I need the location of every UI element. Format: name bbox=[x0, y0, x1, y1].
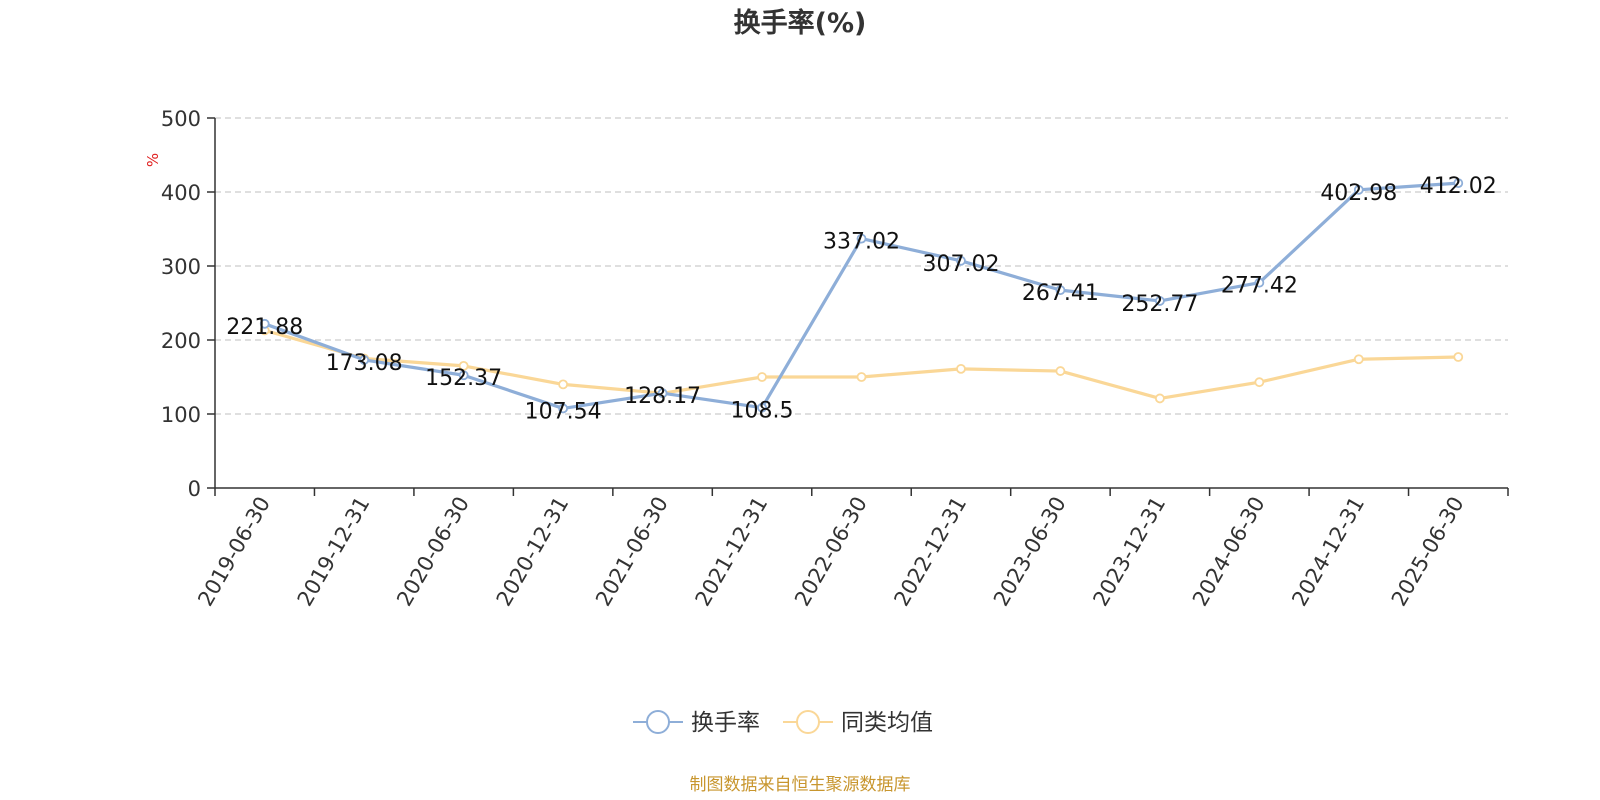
data-point bbox=[259, 318, 270, 329]
data-point bbox=[1154, 296, 1165, 306]
y-ticks: 0 100 200 300 400 500 bbox=[161, 107, 215, 501]
x-tick-label: 2022-06-30 bbox=[790, 493, 872, 611]
data-point bbox=[558, 379, 569, 390]
data-point bbox=[1254, 277, 1265, 288]
axes bbox=[214, 118, 1508, 489]
data-label: 267.41 bbox=[1022, 281, 1099, 306]
y-tick-label: 300 bbox=[161, 255, 201, 279]
data-point bbox=[657, 388, 668, 399]
x-tick-label: 2023-06-30 bbox=[989, 493, 1071, 611]
source-note: 制图数据来自恒生聚源数据库 bbox=[690, 775, 911, 795]
data-label: 252.77 bbox=[1121, 292, 1198, 317]
x-tick-label: 2024-06-30 bbox=[1188, 493, 1270, 611]
data-point bbox=[1453, 178, 1464, 189]
data-point bbox=[1055, 366, 1066, 376]
data-label: 402.98 bbox=[1320, 181, 1397, 206]
data-label: 221.88 bbox=[226, 315, 303, 340]
data-point bbox=[956, 255, 966, 266]
legend-item-换手率[interactable]: 换手率 bbox=[633, 710, 760, 736]
chart-title: 换手率(%) bbox=[734, 7, 867, 39]
x-tick-label: 2023-12-31 bbox=[1088, 493, 1170, 611]
legend-item-同类均值[interactable]: 同类均值 bbox=[783, 710, 933, 736]
data-point bbox=[1453, 352, 1464, 362]
data-point bbox=[757, 402, 767, 413]
data-labels: 221.88 173.08 152.37 107.54 128.17 108.5 337.0… bbox=[226, 174, 1497, 424]
data-point bbox=[956, 363, 966, 374]
data-point bbox=[1154, 393, 1165, 404]
x-tick-label: 2020-12-31 bbox=[492, 493, 574, 611]
x-tick-label: 2019-12-31 bbox=[293, 493, 375, 611]
data-point bbox=[458, 360, 469, 371]
data-label: 412.02 bbox=[1420, 174, 1497, 199]
x-tick-label: 2022-12-31 bbox=[889, 493, 971, 611]
series-layer bbox=[259, 178, 1464, 414]
data-label: 108.5 bbox=[731, 399, 794, 424]
data-point bbox=[757, 372, 767, 382]
y-tick-label: 200 bbox=[161, 329, 201, 353]
data-point bbox=[558, 403, 569, 414]
x-tick-label: 2021-06-30 bbox=[591, 493, 673, 611]
data-point bbox=[458, 370, 469, 381]
data-point bbox=[1055, 285, 1066, 296]
y-tick-label: 400 bbox=[161, 181, 201, 205]
legend-marker bbox=[646, 710, 670, 734]
data-label: 307.02 bbox=[922, 252, 999, 277]
data-point bbox=[359, 355, 370, 365]
data-label: 277.42 bbox=[1221, 274, 1298, 299]
x-tick-label: 2024-12-31 bbox=[1287, 493, 1369, 611]
data-point bbox=[1353, 184, 1364, 195]
gridlines bbox=[215, 117, 1508, 415]
data-label: 152.37 bbox=[425, 366, 502, 391]
x-tick-label: 2020-06-30 bbox=[392, 492, 474, 610]
data-point bbox=[1353, 354, 1364, 365]
legend-label: 同类均值 bbox=[841, 710, 933, 736]
data-point bbox=[856, 233, 867, 244]
y-axis-label: % bbox=[144, 153, 162, 167]
legend-label: 换手率 bbox=[691, 710, 760, 736]
data-point bbox=[1254, 377, 1265, 388]
data-label: 128.17 bbox=[624, 384, 701, 409]
x-tick-label: 2019-06-30 bbox=[193, 493, 275, 611]
y-tick-label: 100 bbox=[161, 403, 201, 427]
y-tick-label: 0 bbox=[188, 477, 201, 501]
data-label: 337.02 bbox=[823, 230, 900, 255]
data-point bbox=[856, 372, 867, 382]
x-ticks: 2019-06-30 2019-12-31 2020-06-30 2020-12-31… bbox=[193, 488, 1509, 611]
data-label: 107.54 bbox=[525, 399, 602, 424]
y-tick-label: 500 bbox=[161, 107, 201, 131]
x-tick-label: 2021-12-31 bbox=[691, 493, 773, 611]
legend[interactable]: 换手率 同类均值 bbox=[633, 710, 933, 736]
legend-marker bbox=[796, 710, 820, 734]
x-tick-label: 2025-06-30 bbox=[1387, 493, 1469, 611]
data-label: 173.08 bbox=[326, 351, 403, 376]
